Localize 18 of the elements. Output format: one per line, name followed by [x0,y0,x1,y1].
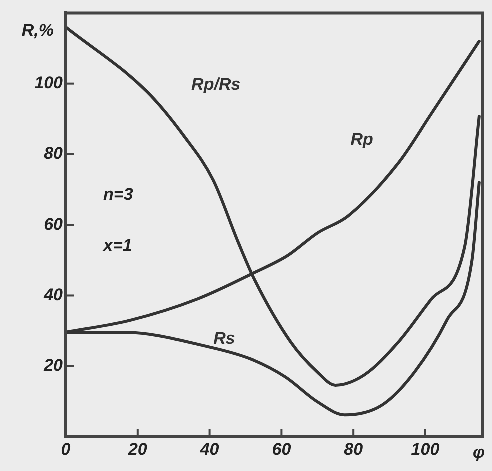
x-tick-label: 0 [61,440,72,459]
x-tick-label: 60 [272,440,292,459]
annotation: x=1 [102,236,132,255]
y-tick-label: 40 [43,285,64,304]
y-axis-title: R,% [22,20,54,40]
x-tick-label: 40 [199,440,220,459]
annotation: n=3 [104,185,134,204]
x-axis-title: φ [473,443,486,462]
series-label: Rs [214,329,236,348]
y-tick-label: 80 [44,144,64,164]
y-tick-label: 60 [44,214,64,234]
series-label: Rp/Rs [192,74,241,94]
y-tick-label: 100 [34,74,64,93]
series-label: Rp [350,130,374,150]
x-tick-label: 20 [127,440,148,459]
x-tick-label: 100 [411,440,440,459]
x-tick-label: 80 [344,440,364,459]
y-tick-label: 20 [43,356,64,376]
